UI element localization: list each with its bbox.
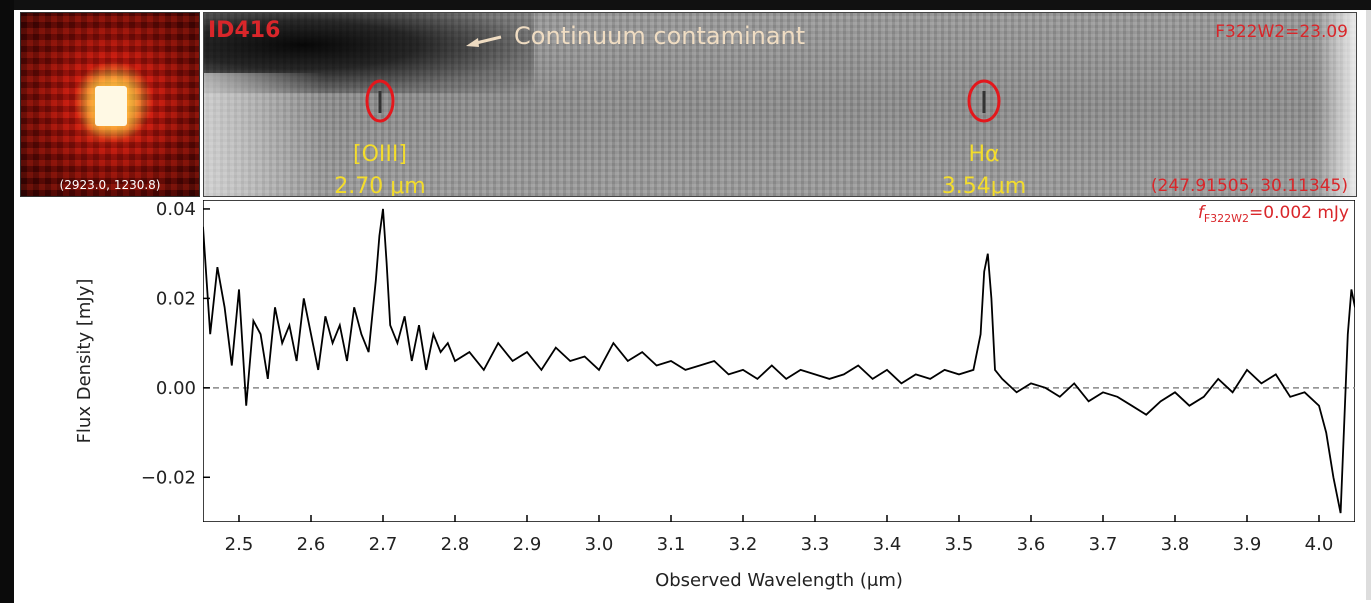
x-tick-label: 3.4 bbox=[873, 534, 902, 555]
halpha-wavelength-label: 3.54μm bbox=[942, 174, 1026, 196]
contaminant-label: Continuum contaminant bbox=[514, 22, 805, 50]
x-tick-label: 3.2 bbox=[729, 534, 758, 555]
spectrum-2d-edge-right bbox=[1316, 13, 1356, 196]
top-border bbox=[0, 0, 1371, 10]
flux-annotation-value: =0.002 mJy bbox=[1249, 203, 1349, 223]
y-tick-labels: −0.02 0.00 0.02 0.04 bbox=[141, 199, 196, 488]
x-tick-label: 3.7 bbox=[1089, 534, 1118, 555]
left-border bbox=[0, 0, 14, 603]
x-tick-label: 3.6 bbox=[1017, 534, 1046, 555]
spectrum-2d-edge-left bbox=[204, 73, 324, 196]
x-tick-label: 2.5 bbox=[225, 534, 254, 555]
x-tick-label: 3.8 bbox=[1161, 534, 1190, 555]
y-axis-ticks bbox=[203, 208, 210, 479]
x-axis-label-area: Observed Wavelength (μm) bbox=[655, 570, 903, 591]
flux-series-line bbox=[203, 208, 1355, 514]
x-tick-label: 2.8 bbox=[441, 534, 470, 555]
thumbnail-coords-label: (2923.0, 1230.8) bbox=[59, 178, 161, 192]
y-tick-label: −0.02 bbox=[141, 467, 196, 488]
oiii-wavelength-label: 2.70 μm bbox=[334, 174, 425, 196]
x-tick-label: 3.1 bbox=[657, 534, 686, 555]
x-tick-label: 2.6 bbox=[297, 534, 326, 555]
flux-annotation-subscript: F322W2 bbox=[1204, 212, 1249, 225]
x-tick-labels: 2.5 2.6 2.7 2.8 2.9 3.0 3.1 3.2 3.3 3.4 3.5 3.6 3.7 3… bbox=[225, 534, 1334, 555]
x-tick-label: 3.0 bbox=[585, 534, 614, 555]
y-tick-label: 0.00 bbox=[156, 378, 196, 399]
radec-label: (247.91505, 30.11345) bbox=[1151, 176, 1348, 196]
source-id-label: ID416 bbox=[208, 18, 280, 43]
y-tick-label: 0.04 bbox=[156, 199, 196, 220]
x-tick-label: 3.9 bbox=[1233, 534, 1262, 555]
x-tick-label: 2.9 bbox=[513, 534, 542, 555]
x-tick-label: 3.5 bbox=[945, 534, 974, 555]
x-axis-label: Observed Wavelength (μm) bbox=[655, 570, 903, 591]
magnitude-label: F322W2=23.09 bbox=[1215, 22, 1348, 42]
oiii-line-name: [OIII] bbox=[353, 142, 407, 167]
y-axis-label: Flux Density [mJy] bbox=[74, 279, 95, 444]
x-axis-ticks bbox=[238, 515, 1320, 522]
y-axis-label-area: Flux Density [mJy] bbox=[74, 279, 95, 444]
oiii-circle-marker bbox=[365, 79, 395, 123]
spectrum-2d-overlay: ID416 Continuum contaminant F322W2=23.09… bbox=[208, 18, 1348, 196]
source-thumbnail-image: (2923.0, 1230.8) bbox=[20, 12, 200, 197]
x-tick-label: 4.0 bbox=[1305, 534, 1334, 555]
flux-annotation-symbol: f bbox=[1198, 203, 1207, 223]
y-tick-label: 0.02 bbox=[156, 288, 196, 309]
spectrum-1d-chart: fF322W2=0.002 mJy bbox=[203, 200, 1355, 522]
halpha-line-name: Hα bbox=[968, 142, 999, 167]
plot-area bbox=[203, 200, 1355, 522]
x-tick-label: 2.7 bbox=[369, 534, 398, 555]
x-tick-label: 3.3 bbox=[801, 534, 830, 555]
spectrum-2d-panel: ID416 Continuum contaminant F322W2=23.09… bbox=[203, 12, 1357, 197]
flux-annotation: fF322W2=0.002 mJy bbox=[1198, 203, 1349, 225]
thumbnail-source-blob bbox=[95, 86, 127, 126]
contaminant-arrow-head bbox=[466, 38, 479, 47]
right-border bbox=[1366, 10, 1371, 600]
halpha-circle-marker bbox=[967, 79, 1001, 123]
